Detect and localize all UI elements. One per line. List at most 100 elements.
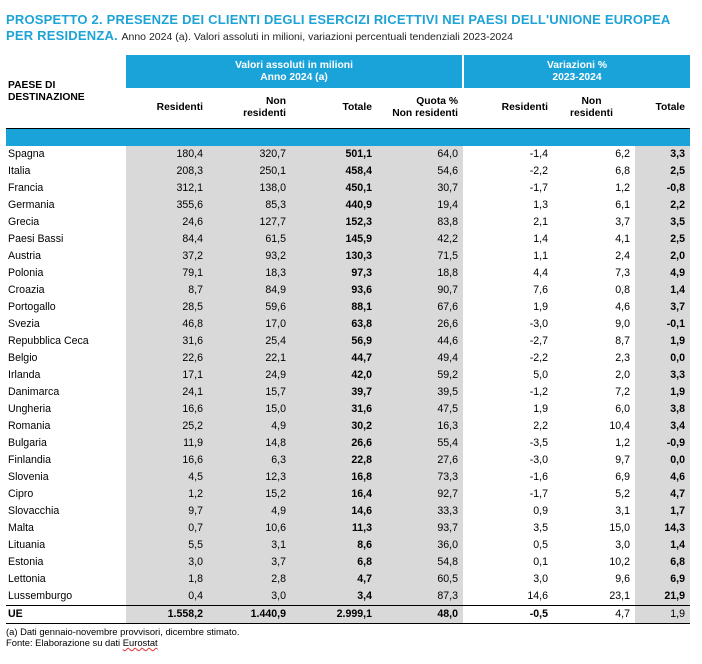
footnotes: (a) Dati gennaio-novembre provvisori, di… bbox=[6, 626, 239, 648]
cell-var-totale: 6,8 bbox=[635, 554, 691, 571]
cell-quota: 33,3 bbox=[377, 503, 463, 520]
title-subtitle: Anno 2024 (a). Valori assoluti in milion… bbox=[121, 31, 513, 43]
cell-var-residenti: 0,9 bbox=[533, 505, 548, 517]
cell-residenti: 4,5 bbox=[126, 469, 208, 486]
cell-var-residenti: -2,2 bbox=[529, 165, 548, 177]
table-row: Repubblica Ceca 31,6 25,4 56,9 44,6 -2,7 8,7 1,… bbox=[6, 333, 691, 350]
cell-quota: 44,6 bbox=[377, 333, 463, 350]
cell-var-residenti: -1,4 bbox=[529, 148, 548, 160]
cell-quota: 54,6 bbox=[377, 163, 463, 180]
cell-totale: 63,8 bbox=[291, 316, 377, 333]
cell-non-residenti: 61,5 bbox=[208, 231, 291, 248]
cell-residenti: 16,6 bbox=[126, 401, 208, 418]
cell-paese: Estonia bbox=[8, 556, 44, 568]
cell-paese: Grecia bbox=[8, 216, 40, 228]
cell-var-totale: 4,6 bbox=[635, 469, 691, 486]
cell-paese: Lituania bbox=[8, 539, 46, 551]
cell-residenti: 24,6 bbox=[126, 214, 208, 231]
cell-var-residenti: 14,6 bbox=[527, 590, 548, 602]
cell-var-totale: 3,3 bbox=[635, 367, 691, 384]
cell-totale: 6,8 bbox=[291, 554, 377, 571]
cell-non-residenti: 15,7 bbox=[208, 384, 291, 401]
cell-paese: Slovenia bbox=[8, 471, 49, 483]
cell-totale: 39,7 bbox=[291, 384, 377, 401]
cell-quota: 19,4 bbox=[377, 197, 463, 214]
cell-var-non-residenti: 4,1 bbox=[615, 233, 630, 245]
cell-totale: 2.999,1 bbox=[291, 605, 377, 624]
cell-quota: 16,3 bbox=[377, 418, 463, 435]
cell-residenti: 17,1 bbox=[126, 367, 208, 384]
cell-var-totale: -0,8 bbox=[635, 180, 691, 197]
cell-var-non-residenti: 10,4 bbox=[609, 420, 630, 432]
cell-totale: 11,3 bbox=[291, 520, 377, 537]
col-header-non-residenti: Non residenti bbox=[208, 88, 291, 129]
cell-totale: 440,9 bbox=[291, 197, 377, 214]
table-row: Malta 0,7 10,6 11,3 93,7 3,5 15,0 14,3 bbox=[6, 520, 691, 537]
cell-quota: 42,2 bbox=[377, 231, 463, 248]
cell-var-totale: 1,9 bbox=[635, 605, 691, 624]
cell-var-totale: 0,0 bbox=[635, 350, 691, 367]
cell-quota: 48,0 bbox=[377, 605, 463, 624]
cell-var-residenti: -3,0 bbox=[529, 454, 548, 466]
cell-var-non-residenti: 23,1 bbox=[609, 590, 630, 602]
cell-quota: 54,8 bbox=[377, 554, 463, 571]
cell-quota: 90,7 bbox=[377, 282, 463, 299]
cell-var-non-residenti: 1,2 bbox=[615, 182, 630, 194]
cell-non-residenti: 3,1 bbox=[208, 537, 291, 554]
cell-paese: Polonia bbox=[8, 267, 44, 279]
cell-non-residenti: 250,1 bbox=[208, 163, 291, 180]
cell-totale: 97,3 bbox=[291, 265, 377, 282]
cell-var-residenti: -1,7 bbox=[529, 182, 548, 194]
cell-non-residenti: 4,9 bbox=[208, 503, 291, 520]
cell-var-non-residenti: 6,2 bbox=[615, 148, 630, 160]
cell-var-non-residenti: 4,6 bbox=[615, 301, 630, 313]
cell-residenti: 24,1 bbox=[126, 384, 208, 401]
table-row: Irlanda 17,1 24,9 42,0 59,2 5,0 2,0 3,3 bbox=[6, 367, 691, 384]
cell-var-totale: 1,4 bbox=[635, 282, 691, 299]
cell-residenti: 180,4 bbox=[126, 146, 208, 163]
cell-paese: Belgio bbox=[8, 352, 38, 364]
cell-quota: 27,6 bbox=[377, 452, 463, 469]
table-row: Lituania 5,5 3,1 8,6 36,0 0,5 3,0 1,4 bbox=[6, 537, 691, 554]
table-body: Spagna 180,4 320,7 501,1 64,0 -1,4 6,2 3,3 Itali… bbox=[6, 146, 691, 624]
table-row: Croazia 8,7 84,9 93,6 90,7 7,6 0,8 1,4 bbox=[6, 282, 691, 299]
cell-non-residenti: 3,7 bbox=[208, 554, 291, 571]
cell-paese: Austria bbox=[8, 250, 41, 262]
cell-totale: 16,4 bbox=[291, 486, 377, 503]
cell-paese: Svezia bbox=[8, 318, 40, 330]
cell-non-residenti: 22,1 bbox=[208, 350, 291, 367]
cell-residenti: 0,4 bbox=[126, 588, 208, 606]
cell-residenti: 16,6 bbox=[126, 452, 208, 469]
cell-var-residenti: 1,3 bbox=[533, 199, 548, 211]
col-header-var-totale: Totale bbox=[635, 88, 691, 129]
cell-residenti: 5,5 bbox=[126, 537, 208, 554]
cell-residenti: 1,2 bbox=[126, 486, 208, 503]
table-row: Portogallo 28,5 59,6 88,1 67,6 1,9 4,6 3,7 bbox=[6, 299, 691, 316]
cell-paese: Germania bbox=[8, 199, 55, 211]
cell-paese: Italia bbox=[8, 165, 31, 177]
cell-var-non-residenti: 9,0 bbox=[615, 318, 630, 330]
cell-var-residenti: 2,2 bbox=[533, 420, 548, 432]
cell-quota: 47,5 bbox=[377, 401, 463, 418]
cell-var-totale: 0,0 bbox=[635, 452, 691, 469]
cell-quota: 18,8 bbox=[377, 265, 463, 282]
cell-paese: Francia bbox=[8, 182, 44, 194]
cell-paese: Slovacchia bbox=[8, 505, 60, 517]
table-row: Slovacchia 9,7 4,9 14,6 33,3 0,9 3,1 1,7 bbox=[6, 503, 691, 520]
cell-var-non-residenti: 3,0 bbox=[615, 539, 630, 551]
table-row: Paesi Bassi 84,4 61,5 145,9 42,2 1,4 4,1 2,5 bbox=[6, 231, 691, 248]
table-row: Germania 355,6 85,3 440,9 19,4 1,3 6,1 2,2 bbox=[6, 197, 691, 214]
cell-totale: 30,2 bbox=[291, 418, 377, 435]
cell-residenti: 22,6 bbox=[126, 350, 208, 367]
cell-var-non-residenti: 15,0 bbox=[609, 522, 630, 534]
cell-non-residenti: 25,4 bbox=[208, 333, 291, 350]
col-header-var-residenti: Residenti bbox=[463, 88, 553, 129]
cell-totale: 93,6 bbox=[291, 282, 377, 299]
note-fonte: Fonte: Elaborazione su dati Eurostat bbox=[6, 637, 158, 648]
table-row: Danimarca 24,1 15,7 39,7 39,5 -1,2 7,2 1,9 bbox=[6, 384, 691, 401]
cell-residenti: 37,2 bbox=[126, 248, 208, 265]
cell-non-residenti: 24,9 bbox=[208, 367, 291, 384]
table-row: Finlandia 16,6 6,3 22,8 27,6 -3,0 9,7 0,0 bbox=[6, 452, 691, 469]
cell-non-residenti: 138,0 bbox=[208, 180, 291, 197]
cell-residenti: 25,2 bbox=[126, 418, 208, 435]
